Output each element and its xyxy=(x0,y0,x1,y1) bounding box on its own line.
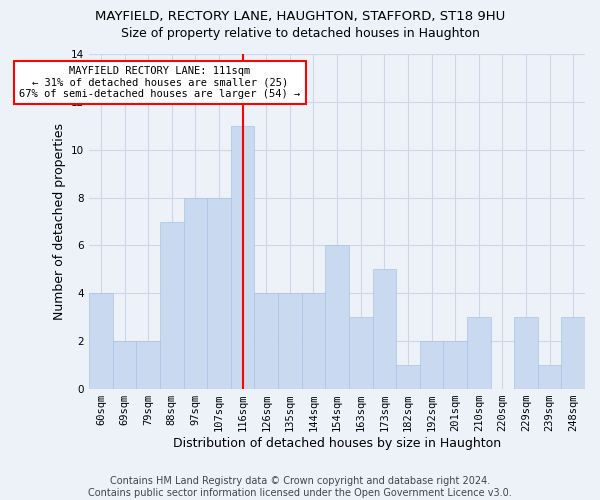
Bar xyxy=(254,294,278,389)
Bar xyxy=(467,318,491,389)
X-axis label: Distribution of detached houses by size in Haughton: Distribution of detached houses by size … xyxy=(173,437,501,450)
Bar xyxy=(231,126,254,389)
Bar xyxy=(562,318,585,389)
Text: Contains HM Land Registry data © Crown copyright and database right 2024.
Contai: Contains HM Land Registry data © Crown c… xyxy=(88,476,512,498)
Bar xyxy=(89,294,113,389)
Bar xyxy=(184,198,207,389)
Text: Size of property relative to detached houses in Haughton: Size of property relative to detached ho… xyxy=(121,28,479,40)
Bar xyxy=(325,246,349,389)
Bar xyxy=(136,341,160,389)
Bar xyxy=(373,270,396,389)
Bar xyxy=(538,365,562,389)
Text: MAYFIELD RECTORY LANE: 111sqm
← 31% of detached houses are smaller (25)
67% of s: MAYFIELD RECTORY LANE: 111sqm ← 31% of d… xyxy=(19,66,301,99)
Bar xyxy=(278,294,302,389)
Bar xyxy=(302,294,325,389)
Bar xyxy=(443,341,467,389)
Bar xyxy=(420,341,443,389)
Bar xyxy=(396,365,420,389)
Text: MAYFIELD, RECTORY LANE, HAUGHTON, STAFFORD, ST18 9HU: MAYFIELD, RECTORY LANE, HAUGHTON, STAFFO… xyxy=(95,10,505,23)
Bar xyxy=(160,222,184,389)
Bar xyxy=(349,318,373,389)
Y-axis label: Number of detached properties: Number of detached properties xyxy=(53,123,65,320)
Bar xyxy=(113,341,136,389)
Bar xyxy=(514,318,538,389)
Bar xyxy=(207,198,231,389)
